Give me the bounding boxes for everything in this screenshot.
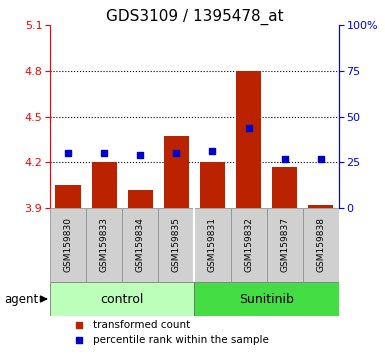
Text: GSM159838: GSM159838 [316, 217, 325, 273]
FancyBboxPatch shape [303, 208, 339, 282]
Bar [200, 162, 225, 208]
Text: GSM159835: GSM159835 [172, 217, 181, 273]
Text: GSM159832: GSM159832 [244, 218, 253, 273]
FancyBboxPatch shape [86, 208, 122, 282]
Text: transformed count: transformed count [94, 320, 191, 330]
Point [76, 322, 82, 328]
Text: GSM159837: GSM159837 [280, 217, 289, 273]
Point [209, 149, 216, 154]
Title: GDS3109 / 1395478_at: GDS3109 / 1395478_at [105, 8, 283, 25]
Text: GSM159834: GSM159834 [136, 218, 145, 273]
Bar [128, 190, 153, 208]
Point [76, 337, 82, 343]
Text: control: control [100, 292, 144, 306]
FancyBboxPatch shape [231, 208, 266, 282]
Bar [308, 205, 333, 208]
Text: agent: agent [4, 293, 38, 306]
FancyBboxPatch shape [50, 282, 194, 316]
FancyBboxPatch shape [194, 208, 231, 282]
Text: GSM159833: GSM159833 [100, 217, 109, 273]
Bar [272, 167, 297, 208]
Point [65, 150, 71, 156]
FancyBboxPatch shape [266, 208, 303, 282]
Text: GSM159830: GSM159830 [64, 217, 73, 273]
Point [318, 156, 324, 161]
FancyBboxPatch shape [122, 208, 158, 282]
Point [173, 150, 179, 156]
Text: GSM159831: GSM159831 [208, 217, 217, 273]
FancyBboxPatch shape [50, 208, 86, 282]
Bar [236, 71, 261, 208]
Text: percentile rank within the sample: percentile rank within the sample [94, 335, 269, 345]
Text: Sunitinib: Sunitinib [239, 292, 294, 306]
Bar [164, 136, 189, 208]
Point [246, 125, 252, 130]
Point [281, 156, 288, 161]
Point [137, 152, 143, 158]
FancyBboxPatch shape [194, 282, 339, 316]
FancyBboxPatch shape [158, 208, 194, 282]
Bar [92, 162, 117, 208]
Point [101, 150, 107, 156]
Bar [55, 185, 81, 208]
